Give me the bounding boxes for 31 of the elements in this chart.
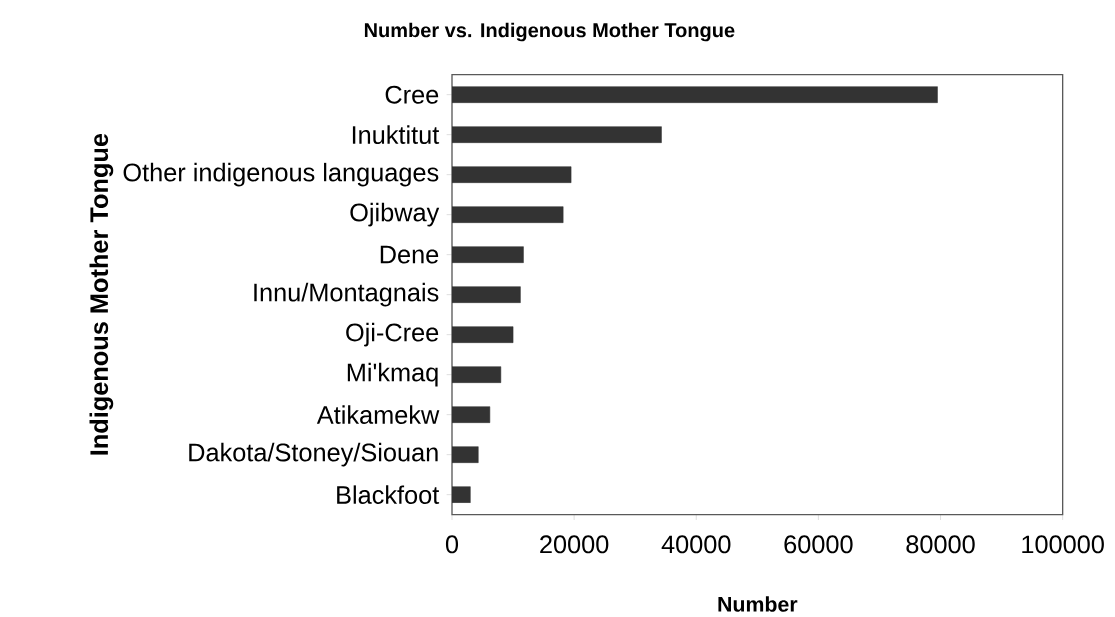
chart-title: Number vs. Indigenous Mother Tongue (364, 22, 735, 42)
bar (452, 86, 938, 103)
y-tick-label: Dene (380, 245, 439, 264)
bar (452, 286, 521, 303)
bar (452, 206, 564, 223)
bar (452, 246, 524, 263)
bar (452, 326, 514, 343)
x-tick-label: 100000 (1022, 535, 1104, 554)
bar (452, 126, 662, 143)
y-tick-label: Cree (385, 85, 439, 104)
y-tick-label: Dakota/Stoney/Siouan (189, 442, 438, 467)
x-axis-title: Number (718, 596, 798, 612)
x-tick-label: 60000 (784, 535, 853, 554)
y-tick-label: Mi'kmaq (347, 362, 438, 387)
bar (452, 446, 479, 463)
y-tick-label: Innu/Montagnais (254, 282, 439, 307)
y-tick-label: Other indigenous languages (123, 162, 439, 187)
y-tick-label: Inuktitut (352, 125, 440, 144)
x-tick-label: 0 (445, 535, 459, 554)
y-tick-label: Ojibway (350, 202, 440, 227)
bar (452, 406, 491, 423)
x-tick-label: 80000 (906, 535, 975, 554)
y-tick-label: Blackfoot (337, 485, 440, 504)
bar (452, 486, 471, 503)
bar (452, 366, 502, 383)
x-tick-label: 40000 (661, 535, 731, 554)
y-tick-label: Oji-Cree (346, 322, 439, 347)
y-tick-label: Atikamekw (316, 405, 440, 424)
x-tick-label: 20000 (540, 535, 609, 554)
y-axis-title: Indigenous Mother Tongue (89, 133, 114, 455)
bar (452, 166, 572, 183)
